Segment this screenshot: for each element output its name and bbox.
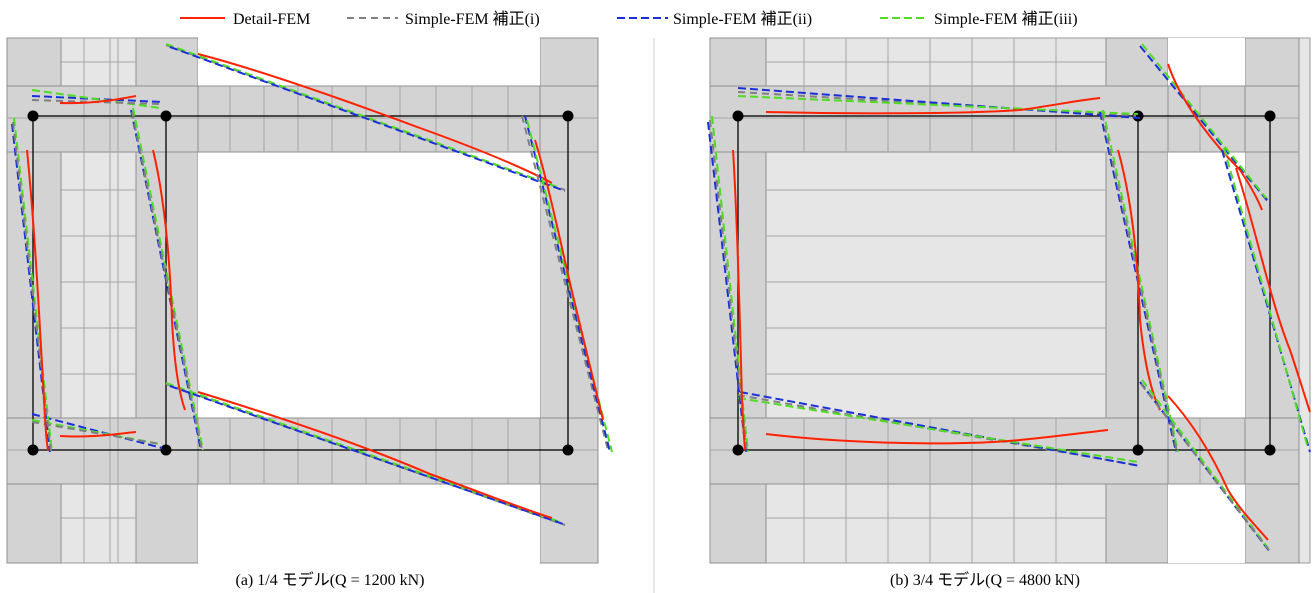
wall-mesh-b [709,37,1311,564]
panel-b: (b) 3/4 モデル(Q = 4800 kN) [707,37,1311,589]
deformation-curves-b [707,43,1311,553]
legend-label-simple-fem-i: Simple-FEM 補正(i) [405,10,540,28]
legend-label-simple-fem-ii: Simple-FEM 補正(ii) [673,10,812,28]
legend-label-simple-fem-iii: Simple-FEM 補正(iii) [934,10,1078,28]
legend: Detail-FEM Simple-FEM 補正(i) Simple-FEM 補… [180,10,1078,28]
caption-b: (b) 3/4 モデル(Q = 4800 kN) [890,570,1080,589]
deformation-curves-a [11,43,613,526]
wall-mesh-a [6,37,599,564]
caption-a: (a) 1/4 モデル(Q = 1200 kN) [236,570,425,589]
panel-a: (a) 1/4 モデル(Q = 1200 kN) [6,37,613,589]
legend-label-detail-fem: Detail-FEM [233,11,310,28]
